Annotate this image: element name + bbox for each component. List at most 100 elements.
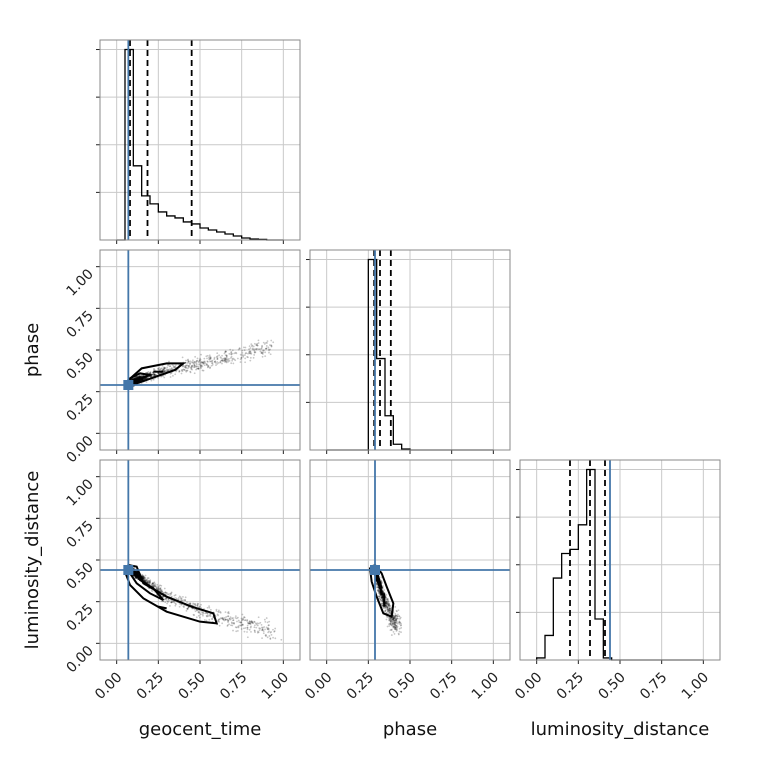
sample-point xyxy=(254,351,256,353)
x-tick-label: 1.00 xyxy=(679,670,712,703)
sample-point xyxy=(244,349,246,351)
sample-point xyxy=(231,356,233,358)
sample-point xyxy=(398,620,400,622)
sample-point xyxy=(380,588,382,590)
sample-point xyxy=(216,363,218,365)
sample-point xyxy=(399,631,401,633)
sample-point xyxy=(251,622,253,624)
sample-point xyxy=(194,364,196,366)
sample-point xyxy=(223,360,225,362)
sample-point xyxy=(229,618,231,620)
sample-point xyxy=(202,370,204,372)
sample-point xyxy=(235,626,237,628)
sample-point xyxy=(185,366,187,368)
sample-point xyxy=(398,609,400,611)
sample-point xyxy=(395,628,397,630)
sample-point xyxy=(163,377,165,379)
sample-point xyxy=(217,615,219,617)
sample-point xyxy=(254,630,256,632)
sample-point xyxy=(245,352,247,354)
y-tick-label: 0.00 xyxy=(63,433,96,466)
sample-point xyxy=(399,618,401,620)
sample-point xyxy=(396,617,398,619)
sample-point xyxy=(199,358,201,360)
sample-point xyxy=(209,361,211,363)
sample-point xyxy=(198,363,200,365)
sample-point xyxy=(232,630,234,632)
sample-point xyxy=(247,622,249,624)
sample-point xyxy=(194,361,196,363)
sample-point xyxy=(241,624,243,626)
sample-point xyxy=(208,615,210,617)
sample-point xyxy=(267,621,269,623)
sample-point xyxy=(249,621,251,623)
sample-point xyxy=(235,617,237,619)
sample-point xyxy=(181,598,183,600)
sample-point xyxy=(208,358,210,360)
sample-point xyxy=(243,627,245,629)
sample-point xyxy=(247,628,249,630)
sample-point xyxy=(231,617,233,619)
y-tick-label: 0.75 xyxy=(63,308,96,341)
sample-point xyxy=(390,608,392,610)
sample-point xyxy=(264,621,266,623)
sample-point xyxy=(203,358,205,360)
x-axis-label-phase: phase xyxy=(383,719,437,740)
sample-point xyxy=(200,366,202,368)
sample-point xyxy=(272,341,274,343)
sample-point xyxy=(400,623,402,625)
sample-point xyxy=(182,596,184,598)
sample-point xyxy=(264,355,266,357)
sample-point xyxy=(391,622,393,624)
sample-point xyxy=(242,617,244,619)
sample-point xyxy=(211,365,213,367)
sample-point xyxy=(199,617,201,619)
sample-point xyxy=(274,628,276,630)
sample-point xyxy=(171,367,173,369)
sample-point xyxy=(242,614,244,616)
y-axis-label-phase: phase xyxy=(22,323,43,377)
sample-point xyxy=(234,359,236,361)
sample-point xyxy=(170,373,172,375)
sample-point xyxy=(196,360,198,362)
sample-point xyxy=(216,352,218,354)
sample-point xyxy=(395,620,397,622)
sample-point xyxy=(255,627,257,629)
sample-point xyxy=(381,593,383,595)
x-tick-label: 0.75 xyxy=(217,670,250,703)
y-axis-label-luminosity-distance: luminosity_distance xyxy=(22,471,43,650)
sample-point xyxy=(207,361,209,363)
sample-point xyxy=(169,605,171,607)
sample-point xyxy=(146,381,148,383)
sample-point xyxy=(253,354,255,356)
sample-point xyxy=(393,631,395,633)
sample-point xyxy=(265,635,267,637)
sample-point xyxy=(251,620,253,622)
sample-point xyxy=(247,356,249,358)
sample-point xyxy=(175,594,177,596)
sample-point xyxy=(238,627,240,629)
sample-point xyxy=(145,575,147,577)
panel-scatter-phase-luminosity-distance: 0.00 0.25 0.50 0.75 1.00 xyxy=(302,460,510,703)
sample-point xyxy=(248,351,250,353)
x-axis-label-geocent-time: geocent_time xyxy=(139,719,262,740)
sample-point xyxy=(397,614,399,616)
sample-point xyxy=(191,365,193,367)
sample-point xyxy=(226,356,228,358)
sample-point xyxy=(239,347,241,349)
sample-point xyxy=(268,621,270,623)
sample-point xyxy=(204,612,206,614)
sample-point xyxy=(258,627,260,629)
sample-point xyxy=(221,617,223,619)
sample-point xyxy=(208,607,210,609)
sample-point xyxy=(264,343,266,345)
sample-point xyxy=(230,351,232,353)
x-tick-label: 0.75 xyxy=(637,670,670,703)
sample-point xyxy=(216,609,218,611)
sample-point xyxy=(253,626,255,628)
sample-point xyxy=(198,361,200,363)
sample-point xyxy=(183,606,185,608)
sample-point xyxy=(280,639,282,641)
sample-point xyxy=(400,625,402,627)
sample-point xyxy=(134,577,136,579)
